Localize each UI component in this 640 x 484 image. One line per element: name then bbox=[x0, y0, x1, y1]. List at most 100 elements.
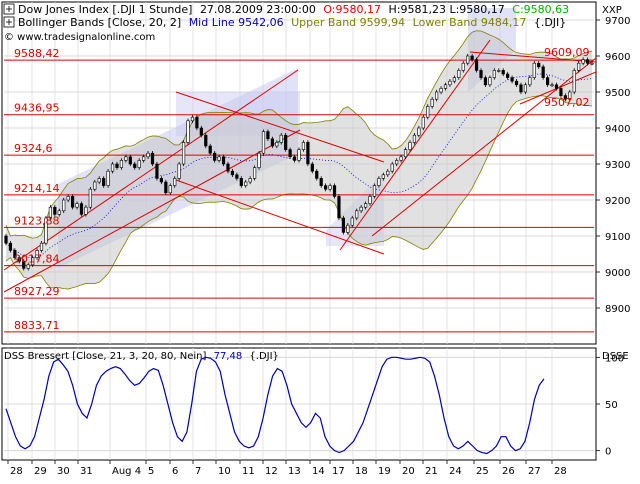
candle-body bbox=[226, 163, 230, 172]
candle-body bbox=[541, 66, 545, 78]
candle-body bbox=[519, 84, 523, 93]
candle-body bbox=[168, 185, 172, 194]
candle-body bbox=[328, 185, 332, 190]
candle-body bbox=[355, 210, 359, 219]
candle-body bbox=[452, 77, 456, 82]
main-y-axis: 9700 9600 9500 9400 9300 9200 9100 9000 8900 bbox=[596, 16, 630, 315]
candle-body bbox=[448, 80, 452, 86]
x-tick-label: Aug 4 bbox=[112, 466, 141, 477]
candle-body bbox=[97, 178, 101, 183]
bollinger-upper: Upper Band 9599,94 bbox=[291, 16, 405, 29]
candle-body bbox=[332, 185, 337, 197]
candle-body bbox=[457, 70, 461, 78]
candle-body bbox=[506, 73, 510, 78]
candle-body bbox=[173, 178, 177, 186]
x-tick-label: 17 bbox=[332, 466, 345, 477]
x-tick-label: 14 bbox=[312, 466, 325, 477]
candle-body bbox=[523, 84, 528, 93]
header-open: O:9580,17 bbox=[323, 3, 381, 16]
candle-body bbox=[390, 163, 394, 172]
candle-body bbox=[554, 84, 559, 89]
main-y-tick-label: 9000 bbox=[605, 268, 630, 279]
candle-body bbox=[346, 224, 350, 233]
svg-text:Dow Jones Index [.DJI 1 Stund: Dow Jones Index [.DJI 1 Stunde] 27.08.20… bbox=[18, 3, 569, 16]
candle-body bbox=[399, 156, 403, 161]
candle-body bbox=[395, 160, 399, 165]
x-tick-label: 5 bbox=[148, 466, 154, 477]
level-label: 9324,6 bbox=[14, 142, 53, 155]
x-axis: 28 29 30 31 Aug 4 5 6 7 10 11 12 13 14 17 18 19 20 21 24 25… bbox=[7, 460, 567, 477]
level-label: 9588,42 bbox=[14, 47, 60, 60]
trendline-down-lower bbox=[175, 179, 385, 255]
trend-label-upper: 9609,09 bbox=[544, 46, 590, 59]
candle-body bbox=[26, 264, 30, 269]
level-label: 9123,88 bbox=[14, 214, 60, 227]
candle-body bbox=[377, 178, 381, 186]
candle-body bbox=[510, 77, 514, 82]
x-tick-label: 6 bbox=[172, 466, 178, 477]
candle-body bbox=[102, 178, 106, 186]
candle-body bbox=[372, 185, 377, 197]
level-label: 9017,84 bbox=[14, 253, 60, 266]
candle-body bbox=[443, 84, 448, 89]
main-y-tick-label: 9100 bbox=[605, 232, 630, 243]
x-tick-label: 21 bbox=[425, 466, 438, 477]
main-y-tick-label: 9400 bbox=[605, 124, 630, 135]
candle-body bbox=[546, 77, 550, 86]
candle-body bbox=[315, 170, 319, 179]
candle-body bbox=[133, 163, 137, 168]
candle-body bbox=[368, 196, 372, 204]
x-tick-label: 7 bbox=[195, 466, 201, 477]
candle-body bbox=[31, 257, 35, 266]
trendline-down-upper bbox=[175, 91, 385, 163]
price-candles bbox=[4, 53, 594, 271]
candle-body bbox=[363, 203, 368, 208]
candle-body bbox=[275, 142, 279, 147]
candle-body bbox=[310, 163, 314, 172]
trendline-up-2-upper bbox=[339, 39, 491, 251]
bollinger-lower-line bbox=[5, 95, 593, 290]
candle-body bbox=[181, 142, 186, 165]
lower-y-axis: 100 50 0 bbox=[596, 353, 624, 458]
x-tick-label: 25 bbox=[476, 466, 489, 477]
candle-body bbox=[35, 250, 39, 258]
candle-body bbox=[53, 206, 57, 215]
indicator-header: DSS Bressert [Close, 21, 3, 20, 80, Nein… bbox=[4, 351, 279, 362]
main-y-tick-label: 9700 bbox=[605, 16, 630, 27]
candle-body bbox=[186, 120, 190, 143]
lower-y-tick-label: 100 bbox=[605, 353, 624, 364]
candle-body bbox=[301, 142, 306, 150]
candle-body bbox=[93, 181, 97, 190]
candle-body bbox=[253, 167, 257, 179]
candle-body bbox=[62, 199, 66, 212]
candle-body bbox=[537, 62, 541, 68]
candle-body bbox=[417, 127, 421, 136]
x-tick-label: 19 bbox=[378, 466, 391, 477]
main-axis-label: XXP bbox=[602, 5, 622, 16]
candle-body bbox=[44, 217, 48, 244]
bollinger-symbol: {.DJI} bbox=[534, 16, 566, 29]
candle-body bbox=[497, 70, 501, 72]
candle-body bbox=[177, 163, 181, 179]
candle-body bbox=[8, 242, 13, 251]
x-tick-label: 20 bbox=[402, 466, 415, 477]
candle-body bbox=[84, 206, 88, 215]
candle-body bbox=[79, 203, 84, 215]
trend-label-lower: 9507,02 bbox=[544, 96, 590, 109]
candle-body bbox=[195, 116, 199, 129]
header-line2: Bollinger Bands [Close, 20, 2] Mid Line … bbox=[3, 16, 566, 29]
candle-body bbox=[514, 80, 519, 86]
candle-body bbox=[568, 91, 572, 100]
indicator-symbol: {.DJI} bbox=[249, 351, 279, 362]
candle-body bbox=[142, 156, 146, 161]
candle-body bbox=[257, 152, 261, 168]
bollinger-lower: Lower Band 9484,17 bbox=[413, 16, 527, 29]
candle-body bbox=[110, 163, 115, 172]
main-y-tick-label: 8900 bbox=[605, 304, 630, 315]
candle-body bbox=[288, 149, 292, 158]
candle-body bbox=[279, 134, 283, 143]
candle-body bbox=[324, 185, 328, 190]
x-tick-label: 12 bbox=[265, 466, 278, 477]
candle-body bbox=[492, 70, 496, 78]
